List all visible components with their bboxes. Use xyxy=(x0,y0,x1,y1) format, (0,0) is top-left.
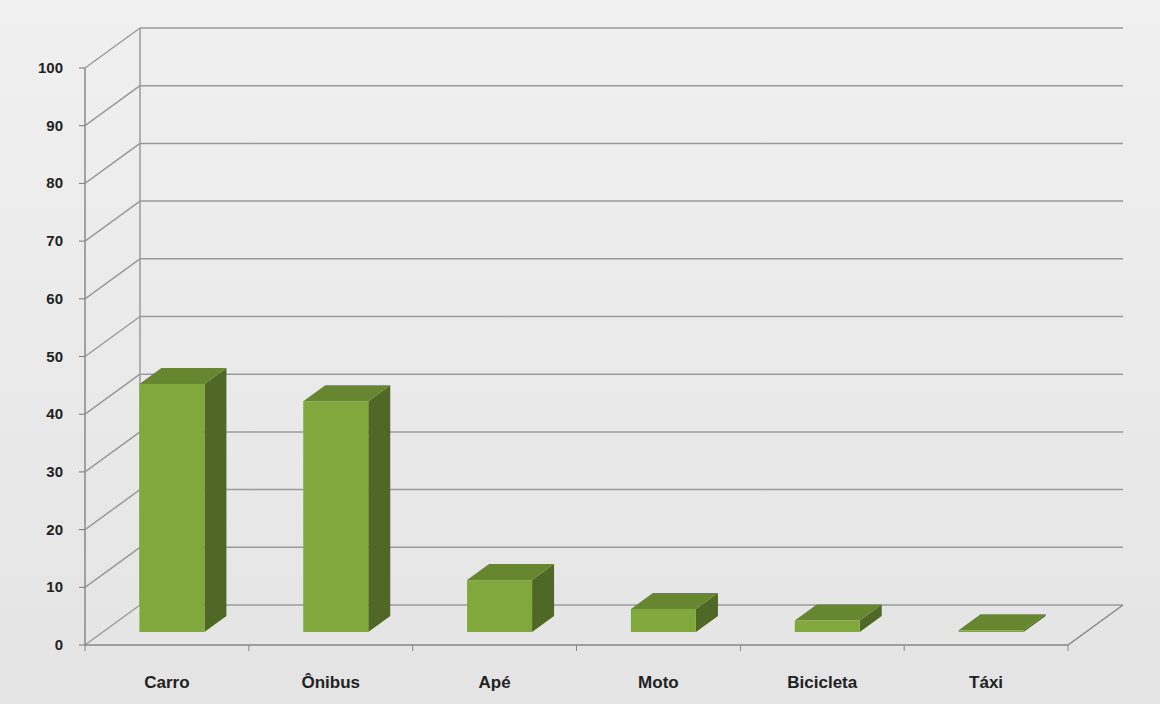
grid-line xyxy=(140,143,1123,145)
tick-mark xyxy=(79,645,85,646)
bar-front xyxy=(795,620,860,632)
tick-label: 90 xyxy=(46,117,63,134)
floor xyxy=(85,605,1123,645)
grid-line xyxy=(85,143,140,183)
grid-line xyxy=(140,604,1123,606)
tick-label: 70 xyxy=(46,232,63,249)
bar xyxy=(139,368,226,632)
grid-line xyxy=(140,200,1123,202)
tick-label: 20 xyxy=(46,521,63,538)
grid-line xyxy=(85,547,140,587)
tick-label: 40 xyxy=(46,405,63,422)
bar xyxy=(795,604,882,632)
category-tick xyxy=(1068,645,1069,651)
grid-line xyxy=(85,490,140,530)
category-label: Apé xyxy=(479,673,511,692)
grid-line xyxy=(85,259,140,299)
bar xyxy=(467,564,554,632)
grid-line xyxy=(140,547,1123,549)
bar-side xyxy=(368,385,390,632)
bar-top xyxy=(959,614,1046,630)
tick-mark xyxy=(79,587,85,588)
bar xyxy=(303,385,390,632)
grid-line xyxy=(85,605,140,645)
grid-line xyxy=(140,431,1123,433)
tick-mark xyxy=(79,471,85,472)
bar-front xyxy=(303,401,368,632)
tick-mark xyxy=(79,356,85,357)
grid-line xyxy=(85,374,140,414)
bar-top xyxy=(631,593,718,609)
tick-mark xyxy=(79,241,85,242)
tick-label: 80 xyxy=(46,174,63,191)
category-label: Carro xyxy=(144,673,189,692)
category-tick xyxy=(248,645,249,651)
category-tick xyxy=(740,645,741,651)
bar-front xyxy=(631,609,696,632)
grid-line xyxy=(85,86,140,126)
tick-mark xyxy=(79,529,85,530)
grid-line xyxy=(85,432,140,472)
grid-line xyxy=(140,489,1123,491)
bar-front xyxy=(959,630,1024,632)
bar-top xyxy=(303,385,390,401)
y-axis xyxy=(84,68,86,645)
grid-line xyxy=(140,316,1123,318)
tick-label: 0 xyxy=(55,636,63,653)
category-tick xyxy=(904,645,905,651)
category-label: Bicicleta xyxy=(787,673,857,692)
bar xyxy=(631,593,718,632)
category-label: Ônibus xyxy=(301,673,360,692)
tick-mark xyxy=(79,414,85,415)
grid-line xyxy=(140,373,1123,375)
tick-mark xyxy=(79,183,85,184)
bar-top xyxy=(795,604,882,620)
tick-label: 30 xyxy=(46,463,63,480)
grid-line xyxy=(140,85,1123,87)
tick-label: 100 xyxy=(38,59,63,76)
grid-line xyxy=(140,258,1123,260)
tick-label: 50 xyxy=(46,348,63,365)
bar-top xyxy=(139,368,226,384)
bar xyxy=(959,614,1046,632)
category-label: Táxi xyxy=(969,673,1003,692)
grid-line xyxy=(85,317,140,357)
tick-label: 10 xyxy=(46,578,63,595)
grid xyxy=(85,28,1123,645)
tick-mark xyxy=(79,125,85,126)
bar-top xyxy=(467,564,554,580)
tick-label: 60 xyxy=(46,290,63,307)
category-tick xyxy=(412,645,413,651)
tick-mark xyxy=(79,298,85,299)
tick-mark xyxy=(79,68,85,69)
grid-line xyxy=(85,28,140,68)
bar-front xyxy=(139,384,204,632)
grid-line xyxy=(85,201,140,241)
category-tick xyxy=(85,645,86,651)
category-tick xyxy=(576,645,577,651)
grid-line xyxy=(140,27,1123,29)
category-label: Moto xyxy=(638,673,679,692)
chart: 0 10 20 30 40 50 60 70 80 90 100 Carro Ônibus Apé Moto… xyxy=(0,0,1160,704)
bars xyxy=(139,368,1045,632)
bar-front xyxy=(467,580,532,632)
bar-side xyxy=(204,368,226,632)
